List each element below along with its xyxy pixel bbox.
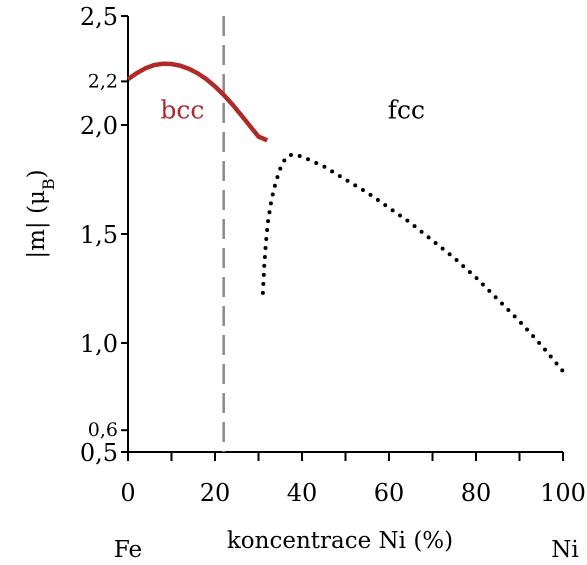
y-tick-label: 2,2 <box>88 70 118 92</box>
y-tick-label: 2,5 <box>80 3 118 31</box>
x-tick-label: 60 <box>374 479 405 507</box>
labels-group: 2,5 2,2 2,0 1,5 1,0 0,60,50 20 40 60 80 100 bcc fcc |… <box>24 3 586 563</box>
y-tick-label: 0,6 <box>88 419 118 441</box>
y-tick-label: 1,5 <box>80 221 118 249</box>
y-tick-label: 1,0 <box>80 330 118 358</box>
series-group <box>126 61 565 374</box>
y-tick-label: 0,5 <box>80 439 118 467</box>
region-label-fcc: fcc <box>388 95 425 124</box>
region-label-bcc: bcc <box>160 95 204 124</box>
y-tick-label: 2,0 <box>80 112 118 140</box>
x-tick-label: 100 <box>540 479 586 507</box>
x-tick-label: 0 <box>120 479 135 507</box>
series-bcc-line <box>126 61 269 143</box>
x-tick-label: 40 <box>287 479 318 507</box>
x-axis-label: koncentrace Ni (%) <box>227 528 453 554</box>
series-fcc-line <box>260 152 565 374</box>
axis-end-label-fe: Fe <box>114 537 142 563</box>
axis-end-label-ni: Ni <box>551 537 578 563</box>
axes-group <box>121 15 564 461</box>
x-tick-label: 20 <box>200 479 231 507</box>
x-tick-label: 80 <box>461 479 492 507</box>
y-axis-label: |m| (μB) <box>24 169 58 258</box>
